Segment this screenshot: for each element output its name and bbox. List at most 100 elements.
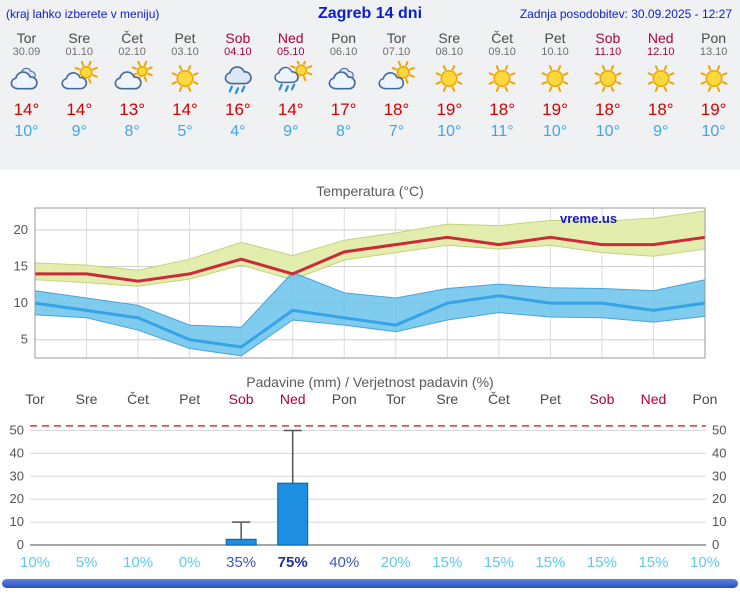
day-date: 04.10 — [224, 46, 252, 58]
day-column[interactable]: Tor 30.09 14° 10° — [0, 26, 53, 141]
sun-cloud-icon — [370, 60, 423, 97]
day-date: 03.10 — [171, 46, 199, 58]
day-min-temp: 4° — [230, 123, 246, 140]
day-min-temp: 11° — [490, 123, 514, 140]
day-column[interactable]: Sre 01.10 14° 9° — [53, 26, 106, 141]
day-name: Sob — [225, 30, 251, 46]
precip-ytick-right: 50 — [712, 422, 726, 437]
sun-rain-icon — [264, 59, 317, 97]
day-date: 12.10 — [646, 46, 675, 58]
precip-day-label: Tor — [25, 391, 45, 407]
precip-ytick-right: 0 — [712, 537, 719, 552]
sunny-icon — [423, 61, 476, 97]
cloud-sun-icon — [106, 60, 159, 97]
day-name: Tor — [386, 30, 407, 46]
day-column[interactable]: Sre 08.10 19° 10° — [423, 26, 476, 141]
day-min-temp: 7° — [388, 123, 405, 140]
precip-ytick-left: 40 — [10, 445, 24, 460]
precip-probability: 15% — [432, 554, 463, 571]
temperature-chart: 5 10 15 20 vreme.us — [14, 207, 706, 359]
precip-day-label: Ned — [640, 391, 667, 407]
day-min-temp: 9° — [653, 123, 669, 140]
precip-day-label: Sre — [436, 391, 459, 407]
day-column[interactable]: Sob 11.10 18° 10° — [581, 26, 634, 141]
precip-probability: 35% — [226, 554, 257, 571]
day-max-temp: 18° — [489, 100, 516, 119]
day-max-temp: 19° — [700, 100, 727, 119]
day-column[interactable]: Ned 05.10 14° 9° — [264, 26, 317, 141]
precip-probability: 5% — [75, 554, 98, 571]
precip-day-label: Sob — [228, 391, 254, 407]
day-name: Tor — [16, 30, 37, 46]
cloudy-icon — [0, 61, 53, 97]
day-min-temp: 10° — [701, 123, 726, 140]
temp-ytick-label: 10 — [14, 295, 28, 310]
precip-day-label: Čet — [127, 391, 149, 407]
day-column[interactable]: Pet 10.10 19° 10° — [529, 26, 582, 141]
page-title: Zagreb 14 dni — [317, 5, 423, 22]
precip-day-label: Tor — [386, 391, 406, 407]
precip-ytick-right: 30 — [712, 468, 726, 483]
precip-probability-row: 10% 5% 10% 0% 35% 75% 40% 20% 15% 15% 15% 15% 15% 10% — [0, 554, 740, 572]
forecast-summary-section: (kraj lahko izberete v meniju) Zagreb 14… — [0, 0, 740, 170]
rain-icon — [211, 61, 264, 97]
day-name: Pet — [544, 30, 566, 46]
day-date: 09.10 — [488, 46, 516, 58]
sunny-icon — [159, 61, 212, 97]
day-max-temp: 18° — [595, 100, 621, 119]
sun-cloud-icon — [53, 60, 106, 97]
day-name: Ned — [647, 30, 674, 46]
day-date: 01.10 — [65, 46, 94, 58]
day-name: Sre — [438, 30, 461, 46]
day-name: Pet — [174, 30, 196, 46]
day-max-temp: 14° — [172, 100, 198, 119]
precip-probability: 20% — [380, 554, 411, 571]
sunny-icon — [581, 61, 634, 97]
precip-day-label: Ned — [279, 391, 306, 407]
day-column[interactable]: Tor 07.10 18° 7° — [370, 26, 423, 141]
day-column[interactable]: Čet 02.10 13° 8° — [106, 26, 159, 141]
day-name: Sre — [68, 30, 91, 46]
day-date: 30.09 — [12, 46, 41, 58]
precip-probability: 15% — [638, 554, 669, 571]
sunny-icon — [634, 61, 687, 97]
forecast-days-row: Tor 30.09 14° 10° Sre 01.10 14° 9° Čet 02.10 13° 8°… — [0, 26, 740, 141]
menu-hint: (kraj lahko izberete v meniju) — [6, 7, 160, 21]
temp-ytick-label: 20 — [14, 222, 28, 237]
day-min-temp: 10° — [437, 123, 462, 140]
footer-bar — [2, 579, 738, 588]
day-date: 06.10 — [329, 46, 358, 58]
precipitation-chart: 0 0 10 10 20 20 30 30 40 40 50 50 — [10, 422, 727, 552]
day-date: 11.10 — [594, 46, 622, 58]
temp-chart-title: Temperatura (°C) — [316, 183, 424, 199]
temp-ytick-label: 15 — [14, 259, 28, 274]
temp-ytick-label: 5 — [21, 332, 28, 347]
temp-max-line — [35, 235, 706, 283]
day-column[interactable]: Pon 06.10 17° 8° — [317, 26, 370, 141]
precip-ytick-left: 30 — [10, 468, 24, 483]
day-date: 08.10 — [435, 46, 464, 58]
day-column[interactable]: Pet 03.10 14° 5° — [159, 26, 212, 141]
day-name: Ned — [277, 30, 304, 46]
precip-probability: 10% — [123, 554, 154, 571]
precip-day-label: Sre — [75, 391, 98, 407]
sunny-icon — [687, 61, 740, 97]
last-update: Zadnja posodobitev: 30.09.2025 - 12:27 — [519, 7, 732, 21]
day-column[interactable]: Pon 13.10 19° 10° — [687, 26, 740, 141]
day-column[interactable]: Sob 04.10 16° 4° — [211, 26, 264, 141]
day-max-temp: 14° — [277, 100, 304, 119]
day-max-temp: 14° — [13, 100, 40, 119]
precip-day-label: Pet — [179, 391, 201, 407]
day-min-temp: 10° — [14, 123, 39, 140]
sunny-icon — [476, 61, 529, 97]
day-column[interactable]: Ned 12.10 18° 9° — [634, 26, 687, 141]
day-max-temp: 19° — [436, 100, 463, 119]
watermark: vreme.us — [560, 211, 617, 226]
day-column[interactable]: Čet 09.10 18° 11° — [476, 26, 529, 141]
temp-min-line — [34, 294, 706, 349]
sunny-icon — [529, 61, 582, 97]
precip-bar — [277, 482, 309, 546]
day-max-temp: 14° — [66, 100, 93, 119]
day-min-temp: 9° — [283, 123, 299, 140]
day-name: Čet — [491, 30, 514, 46]
